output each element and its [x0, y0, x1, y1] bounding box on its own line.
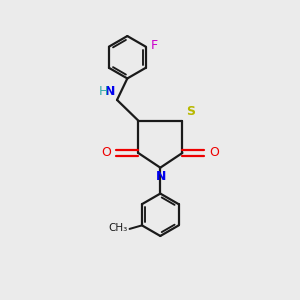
Text: O: O: [101, 146, 111, 159]
Text: CH₃: CH₃: [108, 223, 127, 233]
Text: N: N: [156, 170, 166, 183]
Text: O: O: [209, 146, 219, 159]
Text: S: S: [186, 105, 195, 118]
Text: H: H: [99, 85, 108, 98]
Text: N: N: [105, 85, 116, 98]
Text: F: F: [151, 39, 158, 52]
